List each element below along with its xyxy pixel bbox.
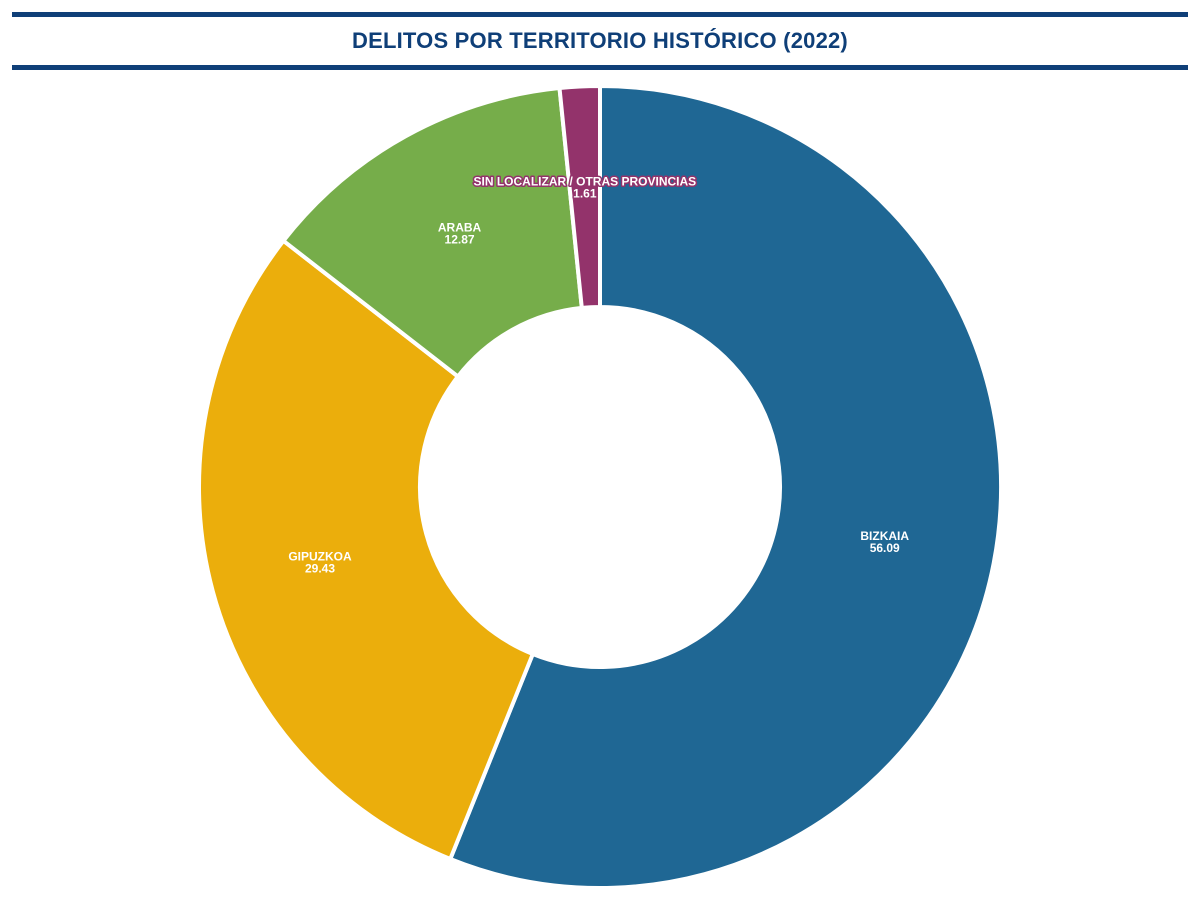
slice-araba (281, 86, 584, 379)
chart-title-bar: DELITOS POR TERRITORIO HISTÓRICO (2022) (12, 12, 1188, 70)
slice-bizkaia (448, 84, 1003, 890)
slice-category-label: ARABA (438, 220, 482, 234)
chart-title: DELITOS POR TERRITORIO HISTÓRICO (2022) (352, 28, 848, 53)
slice-sin-localizar-otras-provincias (557, 84, 602, 310)
slice-category-label: GIPUZKOA (288, 550, 352, 564)
slice-category-label: BIZKAIA (860, 529, 909, 543)
slice-value-label: 12.87 (445, 232, 475, 246)
slice-category-label: SIN LOCALIZAR / OTRAS PROVINCIAS (473, 174, 696, 188)
slice-value-label: 1.61 (573, 186, 597, 200)
slice-value-label: 56.09 (870, 541, 900, 555)
slice-value-label: 29.43 (305, 562, 335, 576)
slice-gipuzkoa (197, 238, 535, 861)
slices-layer (197, 84, 1003, 890)
